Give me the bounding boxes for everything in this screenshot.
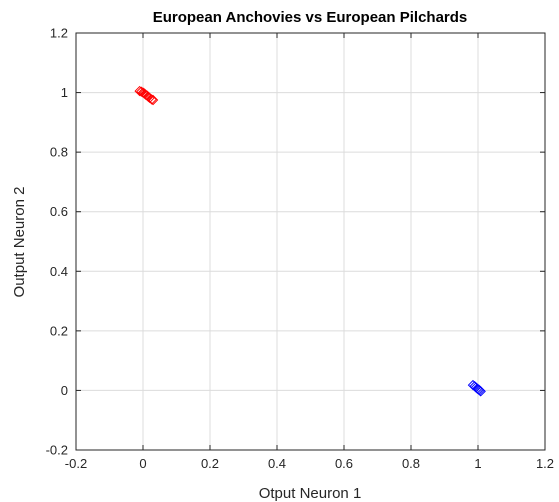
x-tick-label: 0.2 (201, 456, 219, 471)
y-tick-label: 0 (61, 383, 68, 398)
data-points (134, 85, 486, 397)
data-point-series-1 (146, 94, 157, 105)
chart-title: European Anchovies vs European Pilchards (153, 9, 468, 26)
grid (76, 33, 545, 450)
y-tick-label: 0.4 (50, 264, 68, 279)
y-tick-label: 0.8 (50, 145, 68, 160)
y-tick-label: -0.2 (46, 443, 68, 458)
x-tick-label: 0.6 (335, 456, 353, 471)
x-tick-label: -0.2 (65, 456, 87, 471)
axes: -0.2 0 0.2 0.4 0.6 0.8 1 1.2 -0.2 0 0.2 0.4 0.6 0.8 1 1… (46, 26, 554, 472)
x-axis-label: Otput Neuron 1 (259, 485, 362, 502)
y-tick-label: 1.2 (50, 26, 68, 41)
data-point-series-2 (475, 386, 486, 397)
y-tick-label: 1 (61, 85, 68, 100)
y-tick-label: 0.2 (50, 323, 68, 338)
y-tick-label: 0.6 (50, 204, 68, 219)
x-tick-label: 0 (139, 456, 146, 471)
x-tick-label: 1.2 (536, 456, 554, 471)
data-point-series-1 (147, 94, 159, 106)
plot-frame (75, 32, 546, 451)
x-tick-label: 1 (474, 456, 481, 471)
x-tick-label: 0.4 (268, 456, 286, 471)
y-axis-label: Output Neuron 2 (11, 187, 28, 298)
x-tick-label: 0.8 (402, 456, 420, 471)
